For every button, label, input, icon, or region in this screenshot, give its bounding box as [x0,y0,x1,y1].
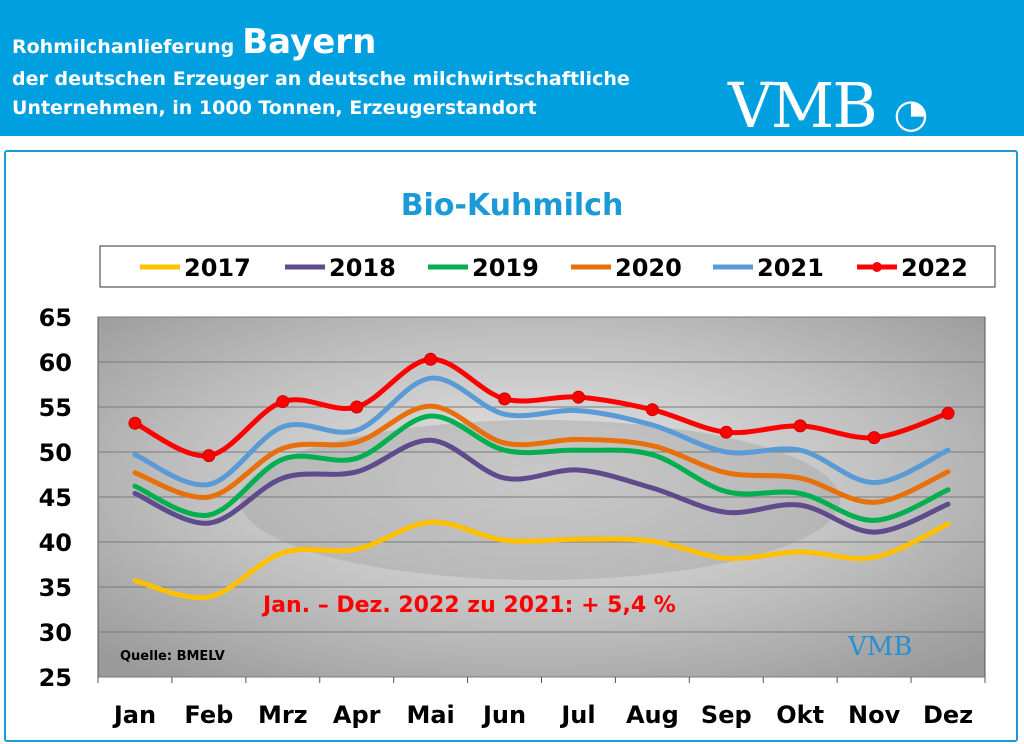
x-tick-label: Jul [559,701,595,729]
data-point-2022 [350,400,364,414]
series-line-2019 [132,413,951,523]
legend-marker [872,262,882,272]
data-point-2022 [867,431,881,445]
x-tick-label: Nov [848,701,901,729]
data-point-2022 [128,416,142,430]
data-point-2022 [424,352,438,366]
y-tick-label: 40 [39,529,72,557]
header-line2: der deutschen Erzeuger an deutsche milch… [12,68,630,90]
x-tick-label: Jun [481,701,526,729]
y-tick-label: 55 [39,394,72,422]
data-point-2022 [645,403,659,417]
legend-label: 2022 [901,254,968,282]
data-point-2022 [719,425,733,439]
x-tick-label: Sep [701,701,752,729]
x-tick-label: Feb [184,701,233,729]
legend-label: 2020 [615,254,682,282]
x-tick-label: Jan [112,701,156,729]
x-tick-label: Okt [776,701,824,729]
header-region: Bayern [242,22,377,62]
legend-label: 2017 [184,254,251,282]
series-line-2018 [132,437,951,535]
y-tick-label: 45 [39,484,72,512]
legend-label: 2021 [757,254,824,282]
x-tick-label: Aug [626,701,679,729]
legend-label: 2018 [329,254,396,282]
y-tick-label: 60 [39,349,72,377]
x-tick-label: Apr [333,701,381,729]
data-point-2022 [571,390,585,404]
y-tick-label: 25 [39,664,72,692]
header-line3: Unternehmen, in 1000 Tonnen, Erzeugersta… [12,97,537,119]
data-point-2022 [202,449,216,463]
y-tick-label: 65 [39,304,72,332]
watermark-logo: VMB [847,632,913,662]
header-line1: Rohmilchanlieferung [12,36,235,58]
y-tick-label: 50 [39,439,72,467]
legend [99,245,996,288]
data-point-2022 [498,392,512,406]
data-point-2022 [276,395,290,409]
x-tick-label: Mai [406,701,454,729]
x-tick-label: Dez [923,701,973,729]
chart-frame [4,150,1018,742]
source-label: Quelle: BMELV [120,649,225,664]
data-point-2022 [793,419,807,433]
series-line-2020 [132,403,951,505]
series-line-2017 [132,519,951,601]
legend-label: 2019 [472,254,539,282]
header-banner: Rohmilchanlieferung Bayern der deutschen … [0,0,1024,137]
vmb-logo: VMB ◔ [728,69,928,142]
y-tick-label: 30 [39,619,72,647]
header-title: Rohmilchanlieferung Bayern [12,22,376,62]
x-tick-label: Mrz [258,701,308,729]
data-point-2022 [941,406,955,420]
series-line-2021 [132,375,951,488]
chart-title: Bio-Kuhmilch [400,188,624,223]
annotation: Jan. – Dez. 2022 zu 2021: + 5,4 % [261,593,676,618]
y-tick-label: 35 [39,574,72,602]
